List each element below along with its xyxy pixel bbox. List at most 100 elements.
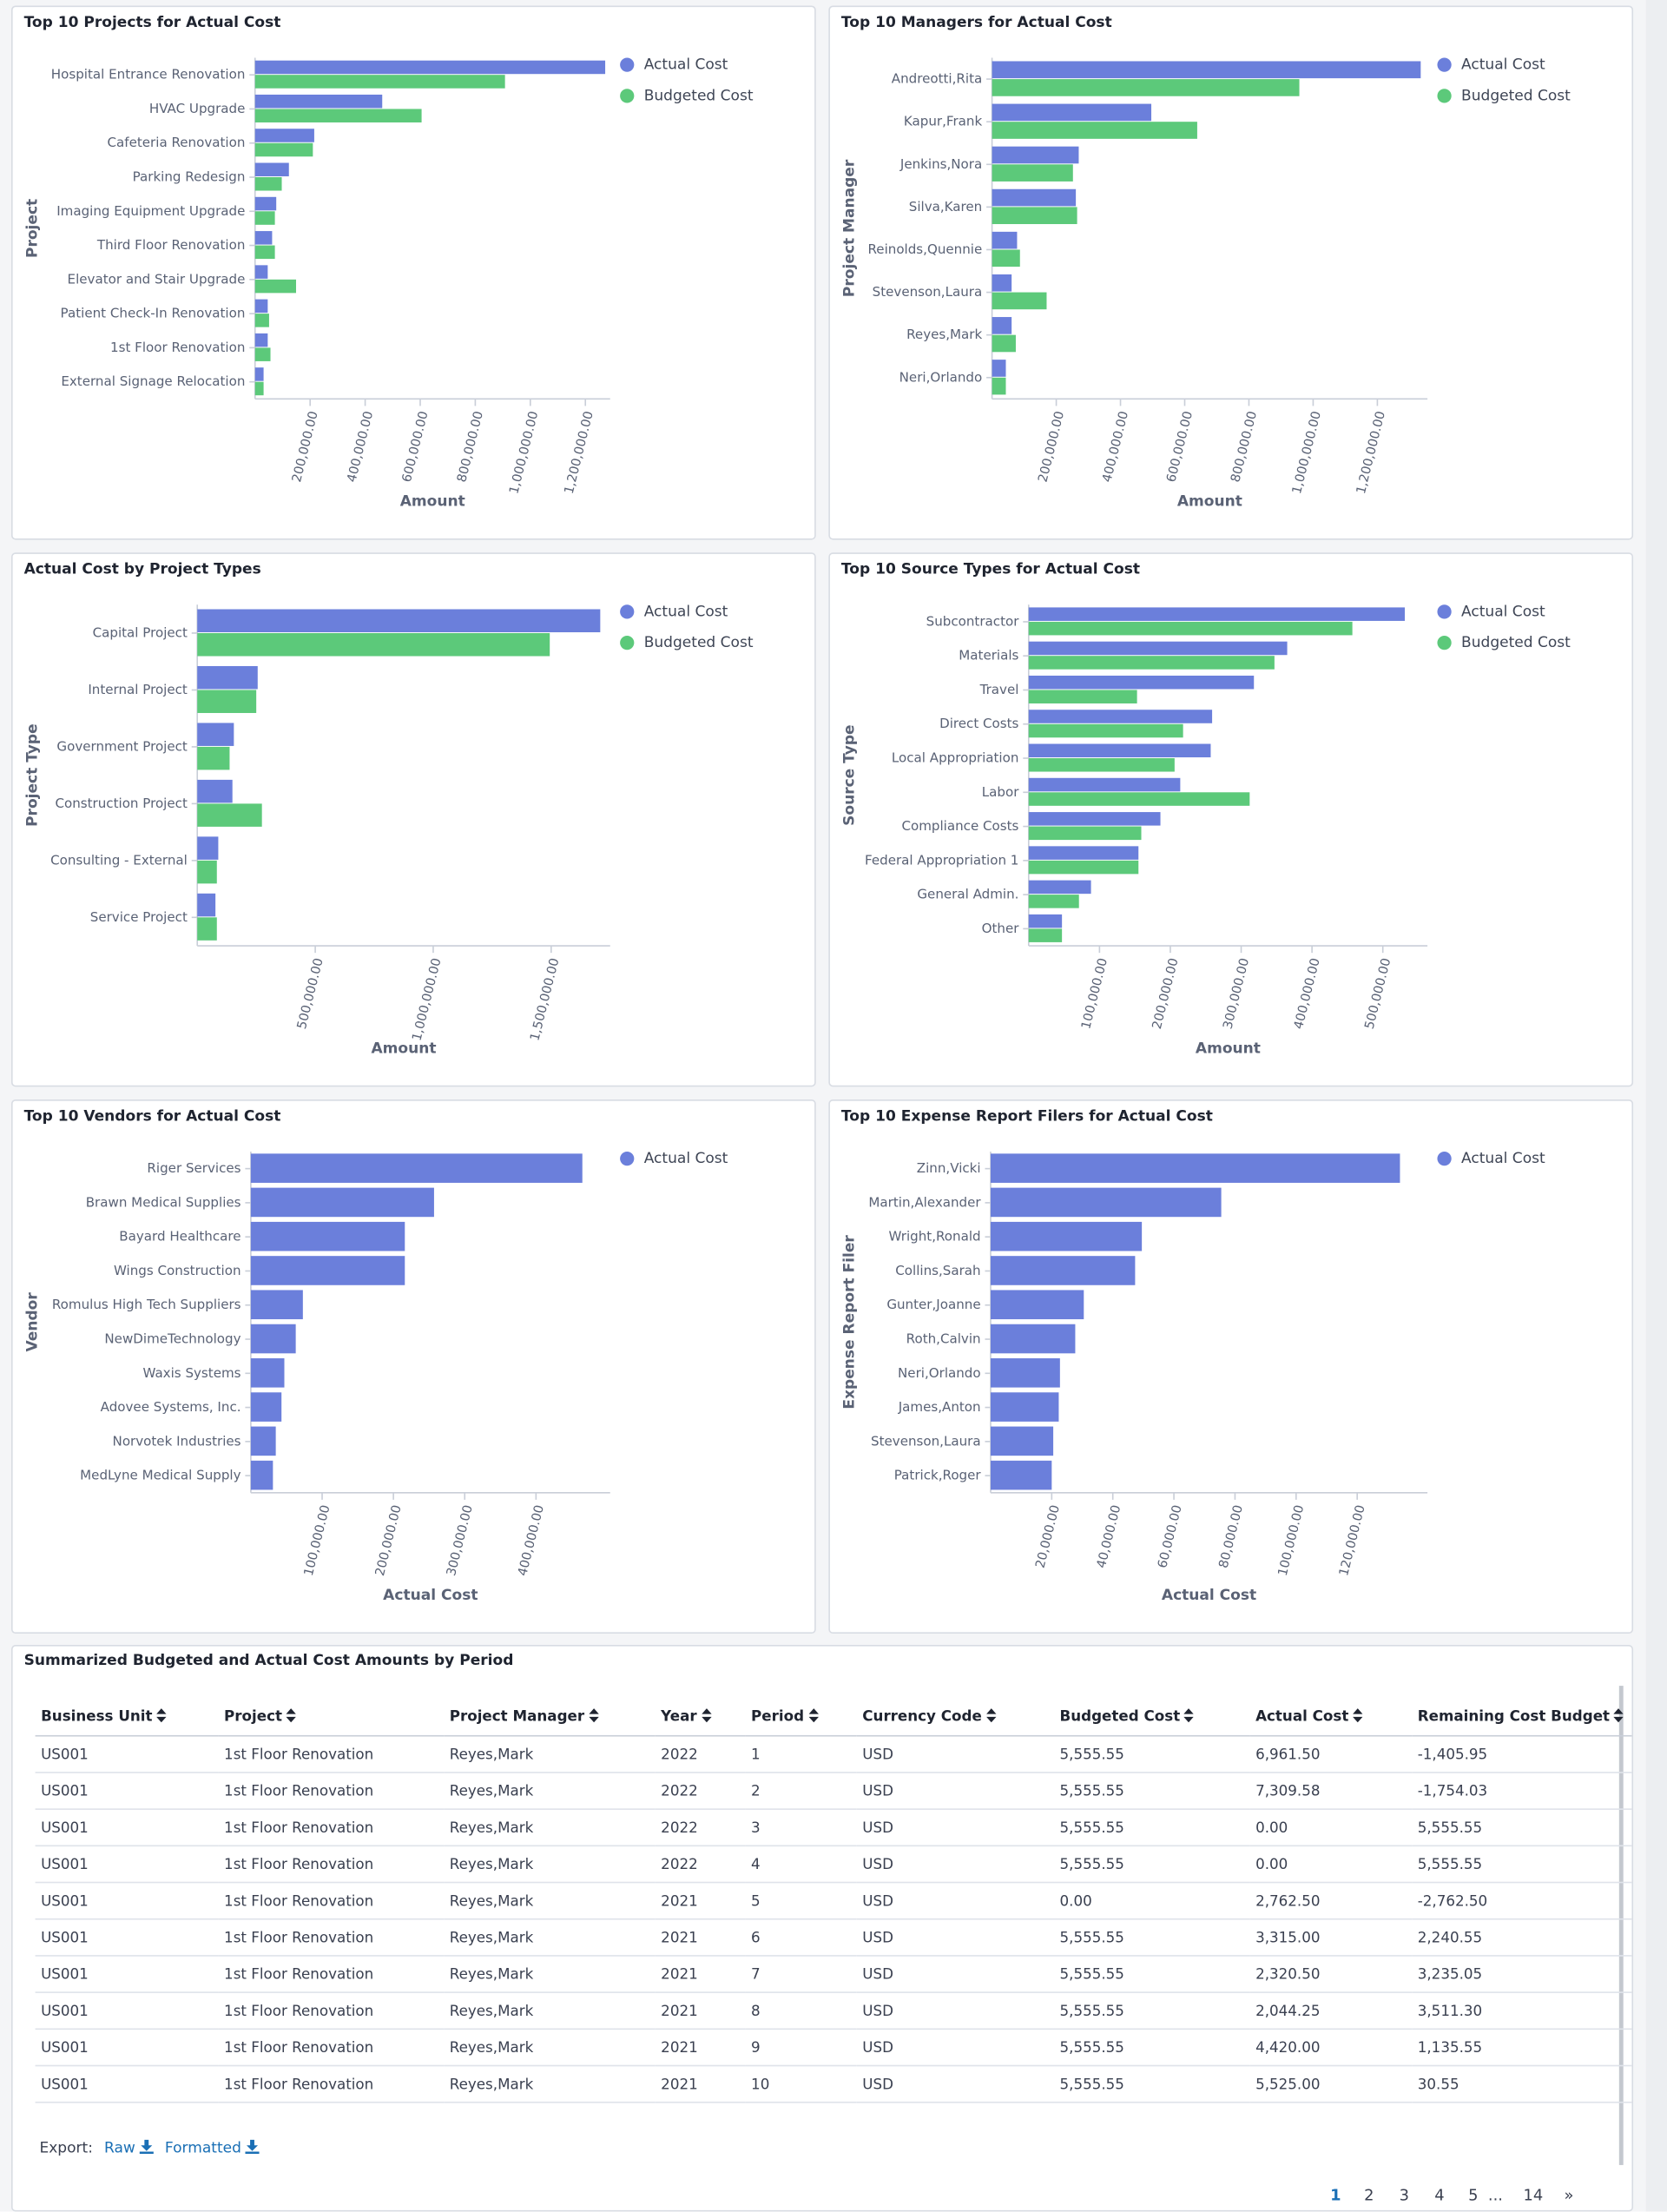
chart: Top 10 Managers for Actual Cost 200,000.0… xyxy=(841,14,1571,511)
column-header[interactable]: Year xyxy=(655,1698,746,1737)
table-cell: 2022 xyxy=(655,1735,746,1773)
y-tick-label: Third Floor Renovation xyxy=(96,237,245,253)
export-link[interactable]: Raw xyxy=(103,2139,135,2157)
y-tick-label: Neri,Orlando xyxy=(899,369,983,385)
chart-title: Top 10 Managers for Actual Cost xyxy=(841,14,1112,31)
column-header[interactable]: Period xyxy=(745,1698,857,1737)
bar xyxy=(990,1460,1052,1490)
column-header-text: Year xyxy=(661,1708,697,1726)
table-cell: 3,235.05 xyxy=(1412,1955,1632,1993)
bar xyxy=(992,164,1073,182)
legend-swatch xyxy=(620,57,635,72)
table-cell: 5,555.55 xyxy=(1054,2065,1250,2103)
table-cell: 3 xyxy=(745,1809,857,1847)
y-tick-label: Martin,Alexander xyxy=(868,1194,981,1210)
table-cell: 1 xyxy=(745,1735,857,1773)
table-cell: US001 xyxy=(35,1735,219,1773)
export-label: Export: xyxy=(39,2139,93,2157)
bar xyxy=(1028,675,1255,690)
bar xyxy=(254,367,264,381)
page-link[interactable]: 4 xyxy=(1434,2186,1445,2205)
page-link[interactable]: ... xyxy=(1487,2186,1503,2205)
x-tick-label: 400,000.00 xyxy=(515,1503,547,1577)
y-tick-label: Reinolds,Quennie xyxy=(867,241,982,257)
y-tick-label: Government Project xyxy=(56,738,188,754)
table-cell: US001 xyxy=(35,1809,219,1847)
table-cell: Reyes,Mark xyxy=(444,2029,656,2067)
table-row: US001 1st Floor Renovation Reyes,Mark 2021 7… xyxy=(35,1955,1632,1993)
bar xyxy=(197,665,258,690)
export-link[interactable]: Formatted xyxy=(164,2139,241,2157)
table-cell: -1,405.95 xyxy=(1412,1735,1632,1773)
page-link[interactable]: » xyxy=(1564,2186,1574,2205)
table-cell: 5,555.55 xyxy=(1412,1846,1632,1884)
chart-panel: Top 10 Projects for Actual Cost 200,000.0… xyxy=(10,5,816,540)
table-cell: 1st Floor Renovation xyxy=(218,2029,445,2067)
sort-icon xyxy=(1613,1708,1624,1723)
bar xyxy=(197,690,257,713)
bar xyxy=(250,1392,282,1422)
page-link[interactable]: 1 xyxy=(1330,2186,1341,2205)
legend-swatch xyxy=(620,604,635,619)
column-header[interactable]: Budgeted Cost xyxy=(1054,1698,1250,1737)
y-tick-label: Silva,Karen xyxy=(909,199,982,215)
table-cell: USD xyxy=(856,1772,1055,1810)
table-cell: 5,555.55 xyxy=(1054,1955,1250,1993)
bar xyxy=(1028,777,1181,792)
y-tick-label: NewDimeTechnology xyxy=(104,1331,240,1347)
bar xyxy=(992,249,1020,267)
bar xyxy=(1028,758,1175,772)
table-cell: 5,555.55 xyxy=(1054,1735,1250,1773)
table-row: US001 1st Floor Renovation Reyes,Mark 2022 1… xyxy=(35,1735,1632,1773)
bar xyxy=(1028,621,1353,636)
table-cell: US001 xyxy=(35,2029,219,2067)
bar xyxy=(254,299,268,314)
y-tick-label: Consulting - External xyxy=(50,852,188,868)
y-tick-label: Stevenson,Laura xyxy=(871,1433,981,1449)
column-header[interactable]: Project Manager xyxy=(444,1698,656,1737)
table-cell: 1st Floor Renovation xyxy=(218,1846,445,1884)
table-cell: 8 xyxy=(745,1992,857,2030)
page-link[interactable]: 14 xyxy=(1523,2186,1544,2205)
bar xyxy=(254,265,268,279)
bar xyxy=(197,609,601,633)
page-link[interactable]: 2 xyxy=(1364,2186,1374,2205)
x-axis-title: Amount xyxy=(371,1040,436,1057)
y-tick-label: Andreotti,Rita xyxy=(892,71,982,87)
bar xyxy=(250,1324,296,1354)
bar xyxy=(250,1460,273,1490)
column-header[interactable]: Business Unit xyxy=(35,1698,219,1737)
column-header-text: Budgeted Cost xyxy=(1059,1708,1181,1726)
download-icon xyxy=(245,2139,260,2154)
page-link[interactable]: 5 xyxy=(1468,2186,1479,2205)
legend-label: Actual Cost xyxy=(1461,603,1545,620)
sort-icon-shape xyxy=(588,1708,599,1723)
y-tick-label: Direct Costs xyxy=(939,716,1018,731)
table-cell: Reyes,Mark xyxy=(444,1772,656,1810)
bar xyxy=(1028,710,1213,723)
page-link[interactable]: 3 xyxy=(1399,2186,1409,2205)
bar xyxy=(990,1153,1400,1183)
column-header[interactable]: Actual Cost xyxy=(1249,1698,1413,1737)
y-tick-label: Local Appropriation xyxy=(892,750,1019,766)
x-tick-label: 300,000.00 xyxy=(444,1503,476,1577)
bar xyxy=(254,142,313,157)
bar xyxy=(197,893,216,917)
table-cell: US001 xyxy=(35,2065,219,2103)
x-tick-label: 400,000.00 xyxy=(1099,410,1131,484)
y-tick-label: Reyes,Mark xyxy=(906,327,982,342)
table-cell: 5 xyxy=(745,1882,857,1920)
x-tick-label: 120,000.00 xyxy=(1336,1503,1368,1577)
table-cell: 5,555.55 xyxy=(1054,1846,1250,1884)
column-header[interactable]: Project xyxy=(218,1698,445,1737)
legend-label: Actual Cost xyxy=(1461,1150,1545,1167)
y-tick-label: Brawn Medical Supplies xyxy=(86,1194,241,1210)
y-axis-title: Source Type xyxy=(841,724,859,826)
bar xyxy=(197,803,262,827)
table-cell: 7,309.58 xyxy=(1249,1772,1413,1810)
bar xyxy=(992,360,1006,377)
header-row: Business Unit Project Project Manager Year P… xyxy=(35,1698,1632,1737)
column-header[interactable]: Remaining Cost Budget xyxy=(1412,1698,1632,1737)
column-header[interactable]: Currency Code xyxy=(856,1698,1055,1737)
table-cell: 2,240.55 xyxy=(1412,1918,1632,1957)
